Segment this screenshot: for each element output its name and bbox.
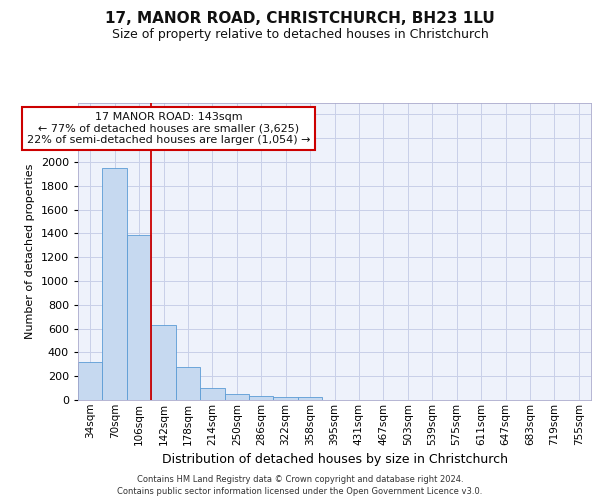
Bar (78, 362, 103, 400)
Bar (127, 235, 151, 400)
Bar (224, 394, 249, 400)
Bar (176, 368, 200, 400)
Bar (151, 325, 176, 400)
Y-axis label: Number of detached properties: Number of detached properties (25, 164, 35, 339)
Bar (103, 168, 127, 400)
Text: 17, MANOR ROAD, CHRISTCHURCH, BH23 1LU: 17, MANOR ROAD, CHRISTCHURCH, BH23 1LU (105, 11, 495, 26)
Bar (200, 388, 224, 400)
Text: 17 MANOR ROAD: 143sqm
← 77% of detached houses are smaller (3,625)
22% of semi-d: 17 MANOR ROAD: 143sqm ← 77% of detached … (26, 112, 310, 145)
Bar (298, 398, 322, 400)
Text: Contains HM Land Registry data © Crown copyright and database right 2024.
Contai: Contains HM Land Registry data © Crown c… (118, 474, 482, 496)
X-axis label: Distribution of detached houses by size in Christchurch: Distribution of detached houses by size … (161, 453, 508, 466)
Bar (274, 396, 298, 400)
Bar (249, 396, 274, 400)
Text: Size of property relative to detached houses in Christchurch: Size of property relative to detached ho… (112, 28, 488, 41)
